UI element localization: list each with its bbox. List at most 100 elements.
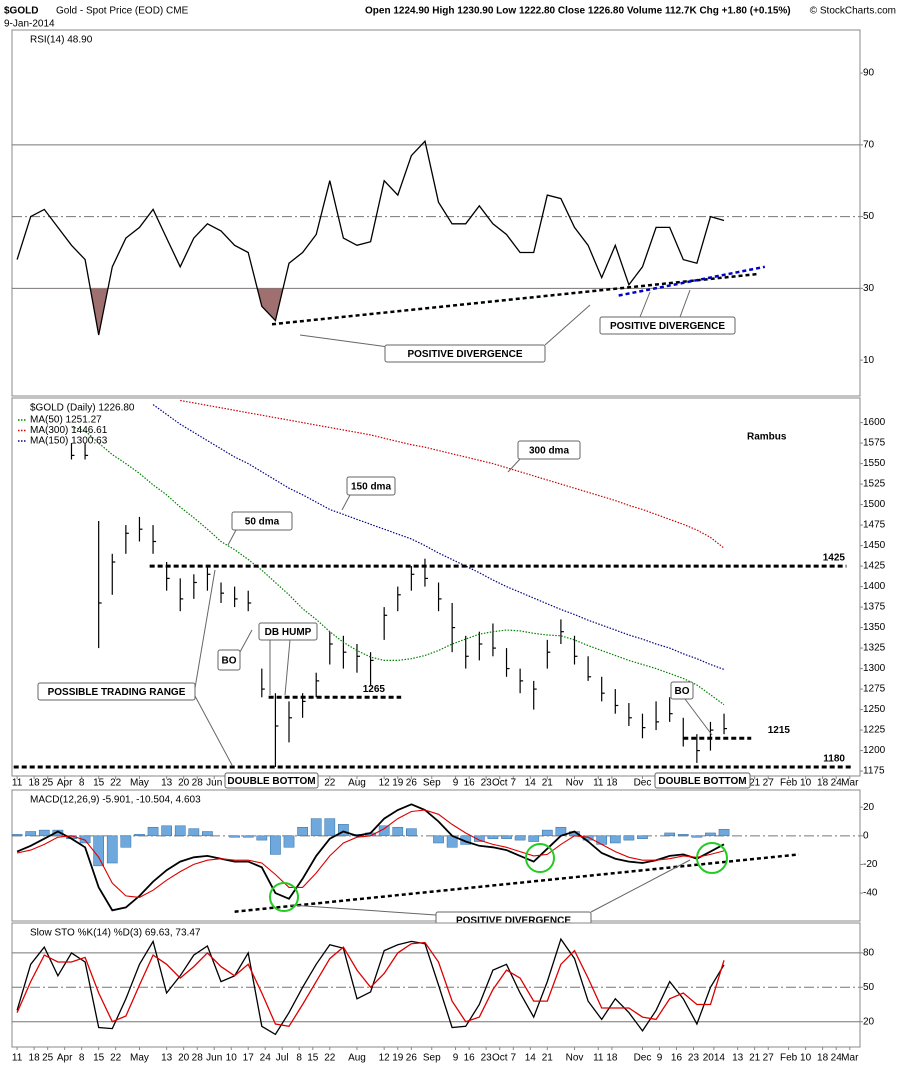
x-tick-label: Jun <box>206 1053 222 1064</box>
level-label: 1425 <box>823 553 846 564</box>
x-tick-label: 9 <box>453 778 459 789</box>
histogram-bar <box>229 835 240 838</box>
histogram-bar <box>324 818 336 837</box>
trendline <box>234 853 799 913</box>
histogram-bar <box>174 825 186 837</box>
instrument-name: Gold - Spot Price (EOD) CME <box>56 6 189 17</box>
y-tick-label: 1350 <box>863 622 886 633</box>
y-tick-label: 1550 <box>863 458 886 469</box>
histogram-bar <box>623 835 635 841</box>
x-tick-label: Mar <box>841 1053 859 1064</box>
x-tick-label: 22 <box>324 1053 336 1064</box>
x-tick-label: 23 <box>481 1053 493 1064</box>
histogram-bar <box>406 828 417 837</box>
trendline <box>271 272 759 326</box>
histogram-bar <box>473 835 485 842</box>
histogram-bar <box>637 835 648 839</box>
histogram-bar <box>718 828 730 837</box>
x-tick-label: 13 <box>161 778 173 789</box>
y-tick-label: 50 <box>863 211 875 222</box>
x-tick-label: 18 <box>29 1053 41 1064</box>
x-tick-label: Aug <box>348 778 366 789</box>
histogram-bar <box>541 829 553 837</box>
histogram-bar <box>283 835 295 848</box>
series-line <box>16 809 725 898</box>
annotation: BO <box>675 686 690 697</box>
histogram-bar <box>52 829 64 837</box>
callout-pointer <box>289 904 437 916</box>
x-tick-label: 23 <box>481 778 493 789</box>
x-tick-label: 18 <box>817 778 829 789</box>
x-tick-label: 18 <box>817 1053 829 1064</box>
x-tick-label: 14 <box>525 778 537 789</box>
histogram-bar <box>79 835 91 844</box>
x-tick-label: 16 <box>464 1053 476 1064</box>
annotation: 50 dma <box>245 517 280 528</box>
y-tick-label: 1375 <box>863 602 886 613</box>
panel-frame <box>11 789 861 922</box>
x-tick-label: 11 <box>12 778 23 789</box>
x-tick-label: 15 <box>93 1053 105 1064</box>
copyright: © StockCharts.com <box>810 6 896 17</box>
callout-pointer <box>679 289 691 318</box>
callout-box <box>384 344 546 363</box>
x-tick-label: 19 <box>392 778 404 789</box>
x-tick-label: 8 <box>79 778 85 789</box>
callout-box <box>517 440 581 460</box>
callout-pointer <box>239 629 253 653</box>
histogram-bar <box>392 826 404 837</box>
x-tick-label: 27 <box>763 1053 775 1064</box>
y-tick-label: 1425 <box>863 561 886 572</box>
x-tick-label: Feb <box>780 778 798 789</box>
level-label: 1180 <box>823 754 845 765</box>
y-tick-label: 1475 <box>863 520 886 531</box>
callout-pointer <box>590 859 691 913</box>
callout-pointer <box>194 569 216 689</box>
histogram-bar <box>310 818 322 837</box>
y-tick-label: 1300 <box>863 663 886 674</box>
highlight-circle <box>269 882 299 912</box>
x-tick-label: 9 <box>453 1053 459 1064</box>
x-tick-label: 10 <box>800 778 812 789</box>
y-tick-label: -20 <box>863 859 878 870</box>
histogram-bar <box>501 835 512 839</box>
series-line <box>16 803 725 912</box>
y-tick-label: 1575 <box>863 438 886 449</box>
annotation: POSSIBLE TRADING RANGE <box>48 687 186 698</box>
y-tick-label: -40 <box>863 888 878 899</box>
histogram-bar <box>609 835 621 844</box>
date: 9-Jan-2014 <box>4 19 55 30</box>
x-tick-label: Apr <box>57 1053 73 1064</box>
y-tick-label: 1175 <box>863 766 885 777</box>
x-tick-label: 25 <box>42 1053 54 1064</box>
y-tick-label: 80 <box>863 947 875 958</box>
legend-label: MA(150) 1300.63 <box>30 436 108 447</box>
histogram-bar <box>664 832 676 837</box>
histogram-bar <box>134 834 145 837</box>
callout-box <box>258 622 318 641</box>
level-label: 1215 <box>768 725 791 736</box>
callout-box <box>670 681 694 700</box>
legend-label: MA(50) 1251.27 <box>30 415 102 426</box>
callout-pointer <box>639 291 651 318</box>
x-tick-label: 18 <box>606 778 618 789</box>
callout-pointer <box>544 304 591 346</box>
x-tick-label: 17 <box>243 1053 255 1064</box>
callout-pointer <box>341 494 351 511</box>
x-tick-label: 28 <box>192 1053 204 1064</box>
x-tick-label: 8 <box>296 1053 302 1064</box>
x-tick-label: Jul <box>276 1053 289 1064</box>
callout-box <box>217 649 241 671</box>
histogram-bar <box>677 834 689 837</box>
x-tick-label: 11 <box>593 1053 604 1064</box>
y-tick-label: 1225 <box>863 725 886 736</box>
x-tick-label: 22 <box>110 1053 122 1064</box>
highlight-circle <box>696 842 728 874</box>
x-tick-label: 26 <box>406 1053 418 1064</box>
histogram-bar <box>528 835 540 842</box>
callout-box <box>654 772 751 789</box>
panel-title: Slow STO %K(14) %D(3) 69.63, 73.47 <box>30 928 201 939</box>
histogram-bar <box>691 835 703 838</box>
y-tick-label: 30 <box>863 283 875 294</box>
